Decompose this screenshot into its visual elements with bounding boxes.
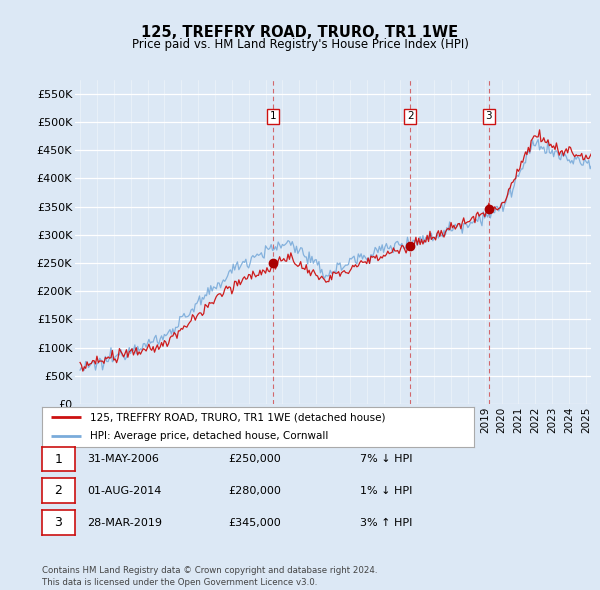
Text: 01-AUG-2014: 01-AUG-2014 [87,486,161,496]
Text: 3: 3 [55,516,62,529]
Text: 2: 2 [407,112,413,122]
Text: £345,000: £345,000 [228,518,281,527]
Text: Price paid vs. HM Land Registry's House Price Index (HPI): Price paid vs. HM Land Registry's House … [131,38,469,51]
Text: £250,000: £250,000 [228,454,281,464]
Text: £280,000: £280,000 [228,486,281,496]
Text: 1% ↓ HPI: 1% ↓ HPI [360,486,412,496]
Text: Contains HM Land Registry data © Crown copyright and database right 2024.
This d: Contains HM Land Registry data © Crown c… [42,566,377,587]
Text: 1: 1 [55,453,62,466]
Text: 3: 3 [485,112,492,122]
Text: 3% ↑ HPI: 3% ↑ HPI [360,518,412,527]
Text: 2: 2 [55,484,62,497]
Text: 31-MAY-2006: 31-MAY-2006 [87,454,159,464]
Text: 125, TREFFRY ROAD, TRURO, TR1 1WE (detached house): 125, TREFFRY ROAD, TRURO, TR1 1WE (detac… [89,412,385,422]
Text: 28-MAR-2019: 28-MAR-2019 [87,518,162,527]
Text: 125, TREFFRY ROAD, TRURO, TR1 1WE: 125, TREFFRY ROAD, TRURO, TR1 1WE [142,25,458,40]
Text: HPI: Average price, detached house, Cornwall: HPI: Average price, detached house, Corn… [89,431,328,441]
Text: 1: 1 [269,112,276,122]
Text: 7% ↓ HPI: 7% ↓ HPI [360,454,413,464]
